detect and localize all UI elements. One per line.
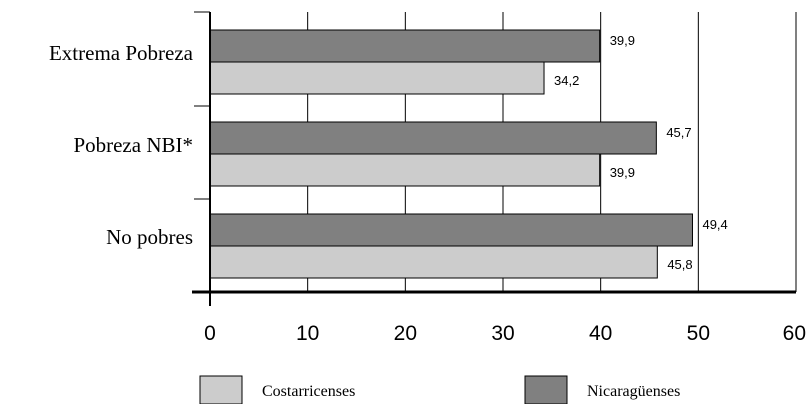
data-label: 49,4 (702, 217, 727, 232)
bar-extrema-pobreza-costarricenses (209, 61, 545, 95)
bar-no-pobres-nicaraguenses (209, 213, 693, 247)
data-label: 39,9 (610, 165, 635, 180)
data-label: 39,9 (610, 33, 635, 48)
legend-swatch (524, 375, 568, 404)
x-tick-label: 20 (394, 322, 417, 345)
category-labels: Extrema Pobreza Pobreza NBI* No pobres (49, 41, 194, 249)
data-labels: 39,9 34,2 45,7 39,9 49,4 45,8 (554, 33, 728, 272)
legend-label: Nicaragüenses (587, 383, 680, 400)
axes (192, 11, 796, 306)
x-tick-label: 60 (783, 322, 806, 345)
legend-label: Costarricenses (262, 383, 355, 400)
x-tick-label: 30 (491, 322, 514, 345)
bar-pobreza-nbi--nicaraguenses (209, 121, 657, 155)
data-label: 34,2 (554, 73, 579, 88)
bars (209, 29, 693, 279)
data-label: 45,8 (667, 257, 692, 272)
x-tick-label: 40 (589, 322, 612, 345)
legend-swatch (199, 375, 243, 404)
category-label: Pobreza NBI* (73, 133, 193, 157)
legend: Costarricenses Nicaragüenses (199, 375, 680, 404)
x-tick-labels: 0 10 20 30 40 50 60 (204, 322, 806, 345)
x-tick-label: 0 (204, 322, 216, 345)
bar-pobreza-nbi--costarricenses (209, 153, 601, 187)
bar-no-pobres-costarricenses (209, 245, 658, 279)
category-label: Extrema Pobreza (49, 41, 194, 65)
category-label: No pobres (106, 225, 193, 249)
x-tick-label: 10 (296, 322, 319, 345)
data-label: 45,7 (666, 125, 691, 140)
bar-extrema-pobreza-nicaraguenses (209, 29, 601, 63)
x-tick-label: 50 (687, 322, 710, 345)
